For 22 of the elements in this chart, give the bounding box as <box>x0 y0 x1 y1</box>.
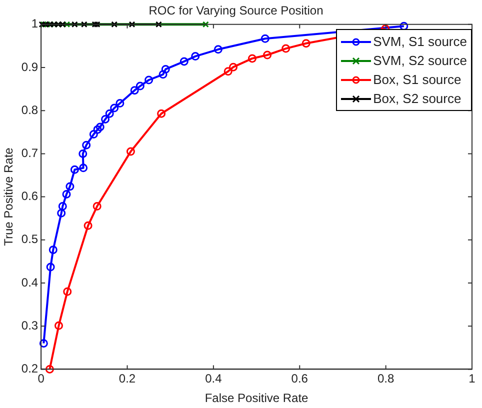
y-axis-title: True Positive Rate <box>2 147 16 246</box>
legend-label: Box, S2 source <box>373 91 462 106</box>
y-tick-label: 0.4 <box>21 275 38 290</box>
y-tick-label: 0.7 <box>21 146 38 160</box>
y-tick-label: 0.3 <box>21 318 38 332</box>
chart-title: ROC for Varying Source Position <box>148 4 324 18</box>
legend-label: SVM, S2 source <box>373 53 467 68</box>
y-tick-label: 0.8 <box>21 102 38 117</box>
y-tick-label: 0.5 <box>21 232 38 246</box>
y-tick-label: 0.6 <box>21 189 38 204</box>
y-tick-label: 1 <box>31 16 38 31</box>
y-tick-label: 0.9 <box>21 60 38 74</box>
x-tick-label: 0.2 <box>118 372 136 386</box>
legend-label: SVM, S1 source <box>373 34 467 50</box>
x-tick-label: 1 <box>468 372 476 386</box>
x-tick-label: 0 <box>38 372 45 386</box>
x-tick-label: 0.8 <box>377 372 394 386</box>
x-tick-label: 0.6 <box>291 372 308 386</box>
x-axis-title: False Positive Rate <box>204 391 309 406</box>
y-tick-label: 0.2 <box>21 362 38 376</box>
x-tick-label: 0.4 <box>205 372 222 386</box>
legend-label: Box, S1 source <box>373 72 462 88</box>
